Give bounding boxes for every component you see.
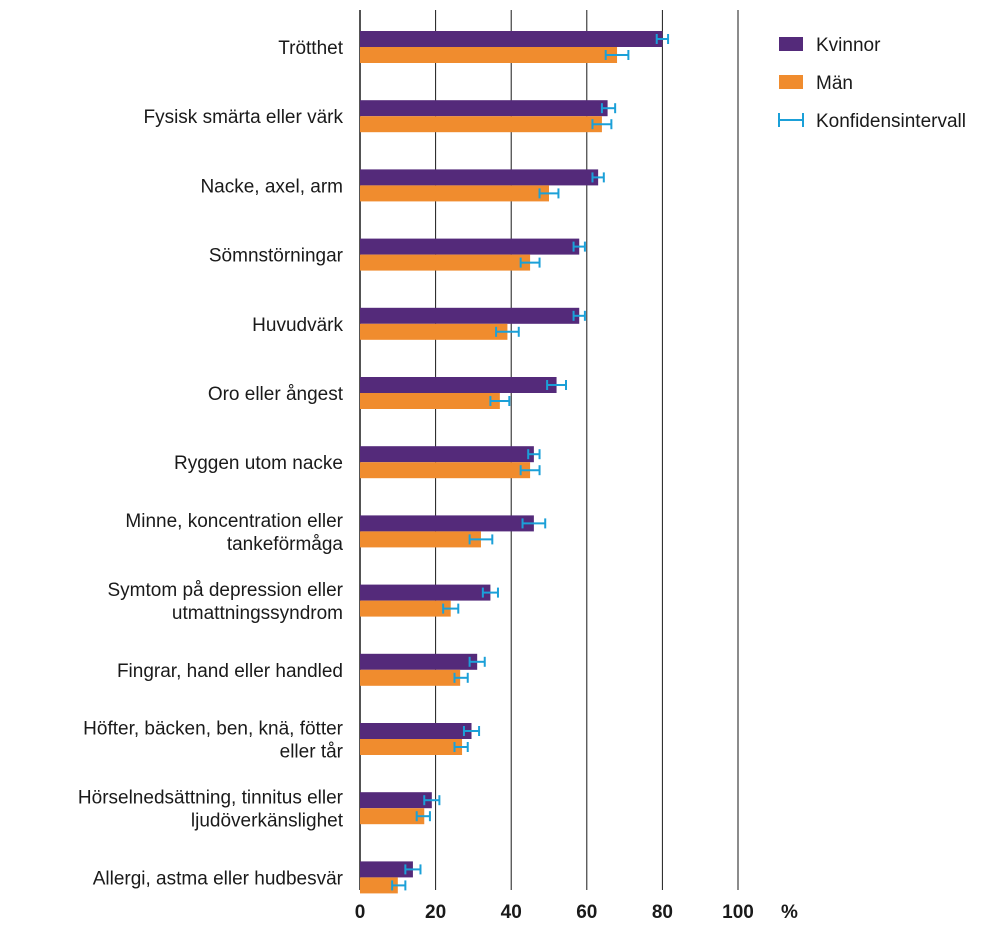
category-label: Fingrar, hand eller handled (117, 661, 343, 682)
category-label: Fysisk smärta eller värk (143, 107, 343, 128)
category-label: Symtom på depression eller utmattningssyn… (108, 580, 344, 624)
category-label: Sömnstörningar (209, 246, 344, 267)
ci-whisker-kvinnor (462, 726, 481, 736)
category-label: Nacke, axel, arm (200, 176, 343, 197)
bar-man (360, 462, 531, 479)
ci-whisker-kvinnor (527, 449, 541, 460)
bar-kvinnor (360, 238, 580, 255)
bar-man (360, 323, 508, 340)
legend-swatch-kvinnor (779, 37, 803, 51)
bar-kvinnor (360, 31, 663, 47)
ci-whisker-man (453, 672, 469, 683)
bar-kvinnor (360, 653, 478, 670)
legend-swatch-ci (778, 113, 804, 127)
bar-kvinnor (360, 861, 413, 878)
ci-whisker-kvinnor (572, 310, 586, 321)
category-label: Oro eller ångest (208, 384, 344, 405)
ci-whisker-kvinnor (591, 172, 605, 183)
bar-kvinnor (360, 307, 580, 324)
ci-whisker-kvinnor (572, 241, 586, 252)
ci-whisker-kvinnor (546, 380, 568, 390)
x-unit-label: % (781, 902, 798, 923)
legend: Kvinnor Män Konfidensintervall (778, 35, 966, 132)
ci-whisker-man (604, 50, 630, 60)
bars (360, 31, 663, 894)
category-label: Ryggen utom nacke (174, 453, 343, 474)
x-axis-ticks: 0 20 40 60 80 100% (355, 902, 798, 923)
ci-whisker-man (453, 742, 469, 752)
bar-man (360, 739, 463, 755)
legend-item-kvinnor: Kvinnor (779, 35, 881, 56)
legend-label: Män (816, 73, 853, 94)
ci-whisker-man (538, 188, 560, 199)
bar-kvinnor (360, 169, 599, 186)
ci-whisker-man (519, 465, 541, 476)
x-tick-label: 80 (652, 902, 673, 923)
bar-man (360, 47, 618, 63)
bar-kvinnor (360, 792, 432, 809)
ci-whisker-man (495, 326, 520, 337)
legend-label: Konfidensintervall (816, 111, 966, 132)
bar-man (360, 600, 451, 617)
bar-man (360, 877, 398, 894)
x-tick-label: 20 (425, 902, 446, 923)
bar-man (360, 116, 602, 133)
bar-kvinnor (360, 377, 557, 393)
bar-kvinnor (360, 584, 491, 601)
legend-item-man: Män (779, 73, 853, 94)
legend-item-ci: Konfidensintervall (778, 111, 966, 132)
bar-man (360, 254, 531, 271)
bar-man (360, 393, 500, 409)
category-labels: Trötthet Fysisk smärta eller värk Nacke, a… (78, 38, 344, 889)
x-tick-label: 100 (722, 902, 754, 923)
bar-man (360, 185, 549, 202)
ci-whisker-man (519, 257, 541, 268)
ci-whisker-kvinnor (481, 587, 499, 598)
bar-man (360, 808, 425, 825)
bar-kvinnor (360, 515, 534, 532)
ci-whisker-man (468, 534, 494, 545)
ci-whisker-kvinnor (468, 656, 486, 667)
ci-whisker-man (489, 396, 511, 406)
ci-whisker-man (591, 119, 613, 130)
bar-kvinnor (360, 723, 472, 739)
ci-whisker-kvinnor (423, 795, 441, 806)
ci-whisker-kvinnor (600, 103, 617, 114)
ci-whisker-man (442, 603, 460, 614)
ci-whisker-man (391, 880, 407, 891)
bar-man (360, 669, 461, 686)
confidence-intervals (391, 34, 670, 891)
category-label: Trötthet (278, 38, 343, 59)
category-label: Minne, koncentration eller tankeförmåga (125, 511, 343, 555)
bar-man (360, 531, 481, 548)
ci-whisker-man (415, 811, 431, 822)
category-label: Allergi, astma eller hudbesvär (93, 868, 344, 889)
ci-whisker-kvinnor (404, 864, 422, 875)
ci-whisker-kvinnor (655, 34, 670, 44)
ci-whisker-kvinnor (521, 518, 547, 529)
bar-kvinnor (360, 100, 608, 117)
x-tick-label: 0 (355, 902, 366, 923)
bar-kvinnor (360, 446, 534, 463)
x-tick-label: 60 (576, 902, 597, 923)
category-label: Hörselnedsättning, tinnitus eller ljudöve… (78, 788, 344, 832)
legend-label: Kvinnor (816, 35, 881, 56)
category-label: Huvudvärk (252, 315, 343, 336)
x-tick-label: 40 (501, 902, 522, 923)
legend-swatch-man (779, 75, 803, 89)
category-label: Höfter, bäcken, ben, knä, fötter eller tå… (83, 719, 343, 763)
